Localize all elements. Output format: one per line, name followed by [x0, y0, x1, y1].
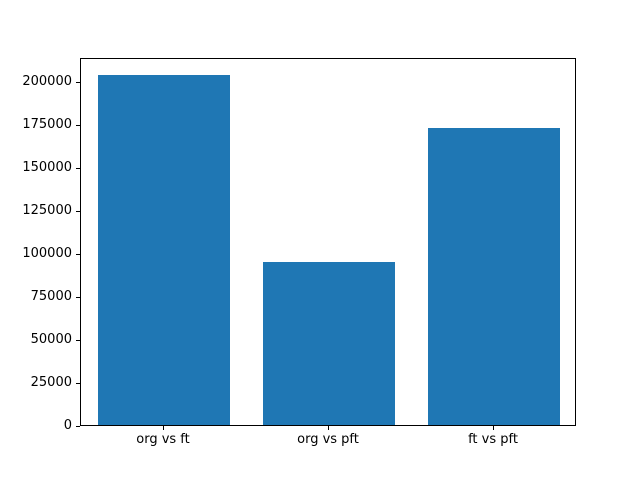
x-tick-label: org vs pft — [297, 432, 359, 447]
y-tick-mark — [76, 168, 80, 169]
plot-area — [80, 58, 576, 426]
y-tick-label: 75000 — [30, 289, 72, 304]
bar-ft-vs-pft — [428, 128, 560, 425]
y-tick-mark — [76, 211, 80, 212]
x-tick-mark — [163, 426, 164, 430]
y-tick-label: 175000 — [22, 117, 72, 132]
bar-org-vs-ft — [98, 75, 230, 425]
y-tick-label: 125000 — [22, 203, 72, 218]
y-tick-label: 200000 — [22, 74, 72, 89]
y-tick-mark — [76, 125, 80, 126]
y-tick-label: 50000 — [30, 332, 72, 347]
x-tick-mark — [493, 426, 494, 430]
x-tick-mark — [328, 426, 329, 430]
y-tick-label: 100000 — [22, 246, 72, 261]
y-tick-label: 150000 — [22, 160, 72, 175]
y-tick-mark — [76, 297, 80, 298]
bar-org-vs-pft — [263, 262, 395, 425]
x-tick-label: org vs ft — [136, 432, 190, 447]
y-tick-mark — [76, 254, 80, 255]
y-tick-label: 25000 — [30, 375, 72, 390]
y-tick-mark — [76, 426, 80, 427]
x-tick-label: ft vs pft — [468, 432, 518, 447]
y-tick-label: 0 — [63, 418, 72, 433]
y-tick-mark — [76, 383, 80, 384]
y-tick-mark — [76, 340, 80, 341]
y-tick-mark — [76, 82, 80, 83]
